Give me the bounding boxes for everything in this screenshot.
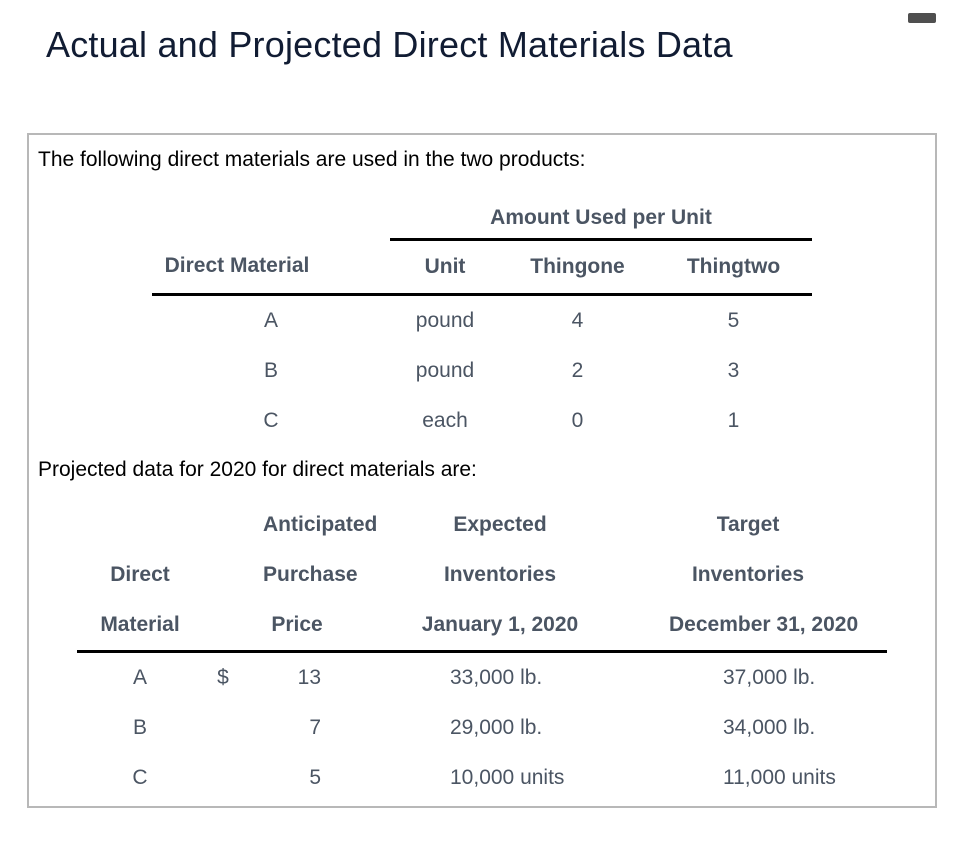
materials-panel: The following direct materials are used …: [27, 133, 937, 808]
empty-cell: [152, 198, 390, 240]
cell-material: C: [132, 766, 148, 789]
col-header-january-1-2020: January 1, 2020: [331, 600, 669, 653]
col-header-unit: Unit: [390, 239, 500, 296]
table-row: A pound 4 5: [152, 295, 812, 347]
cell-currency-symbol: $: [217, 666, 229, 689]
table-row: C 5 10,000 units 11,000 units: [77, 753, 887, 803]
cell-thingtwo: 1: [727, 409, 740, 432]
cell-thingone: 2: [571, 359, 584, 382]
header-row-2: Direct Purchase Inventories Inventories: [77, 550, 887, 600]
cell-thingtwo: 5: [727, 309, 740, 332]
cell-material: B: [263, 359, 278, 382]
page-title: Actual and Projected Direct Materials Da…: [46, 24, 733, 65]
cell-target-inventory: 34,000 lb.: [723, 716, 816, 739]
col-header-anticipated: Anticipated: [263, 513, 378, 536]
col-header-thingone: Thingone: [500, 239, 655, 296]
cell-currency-symbol: [203, 753, 243, 803]
projected-data-table: Anticipated Expected Target Direct Purch…: [77, 500, 887, 803]
col-header-direct: Direct: [110, 563, 170, 586]
intro-text-usage: The following direct materials are used …: [38, 148, 586, 171]
col-header-price: Price: [203, 600, 331, 653]
cell-thingone: 4: [571, 309, 584, 332]
col-header-expected: Expected: [453, 513, 547, 536]
cell-thingone: 0: [571, 409, 584, 432]
column-header-row: Direct Material Unit Thingone Thingtwo: [152, 239, 812, 296]
col-header-inventories-target: Inventories: [691, 563, 805, 586]
group-header-amount-used: Amount Used per Unit: [390, 198, 812, 241]
col-header-thingtwo: Thingtwo: [655, 239, 812, 296]
cell-price: 13: [297, 666, 321, 689]
cell-price: 7: [309, 716, 321, 739]
table-row: B pound 2 3: [152, 346, 812, 396]
cell-price: 5: [309, 766, 321, 789]
cell-unit: each: [422, 409, 468, 432]
cell-target-inventory: 11,000 units: [723, 766, 836, 789]
cell-material: B: [132, 716, 147, 739]
header-row-3: Material Price January 1, 2020 December …: [77, 600, 887, 653]
cell-material: A: [132, 666, 147, 689]
table-row: C each 0 1: [152, 396, 812, 446]
col-header-december-31-2020: December 31, 2020: [669, 600, 887, 653]
col-header-inventories-expected: Inventories: [443, 563, 557, 586]
group-header-row: Amount Used per Unit: [152, 198, 812, 241]
col-header-direct-material: Direct Material: [152, 239, 390, 296]
table-row: B 7 29,000 lb. 34,000 lb.: [77, 703, 887, 753]
amount-used-per-unit-table: Amount Used per Unit Direct Material Uni…: [152, 198, 812, 446]
cell-expected-inventory: 33,000 lb.: [450, 666, 543, 689]
cell-unit: pound: [415, 359, 475, 382]
cell-material: C: [263, 409, 279, 432]
cell-target-inventory: 37,000 lb.: [723, 666, 816, 689]
empty-cell: [77, 500, 203, 550]
minimize-dash-icon[interactable]: [908, 13, 936, 23]
header-row-1: Anticipated Expected Target: [77, 500, 887, 550]
table-row: A $ 13 33,000 lb. 37,000 lb.: [77, 652, 887, 704]
cell-unit: pound: [415, 309, 475, 332]
col-header-purchase: Purchase: [263, 563, 358, 586]
cell-currency-symbol: [203, 703, 243, 753]
cell-expected-inventory: 10,000 units: [450, 766, 565, 789]
cell-expected-inventory: 29,000 lb.: [450, 716, 543, 739]
col-header-target: Target: [716, 513, 780, 536]
cell-material: A: [263, 309, 278, 332]
intro-text-projected: Projected data for 2020 for direct mater…: [38, 458, 477, 481]
col-header-material: Material: [77, 600, 203, 653]
cell-thingtwo: 3: [727, 359, 740, 382]
